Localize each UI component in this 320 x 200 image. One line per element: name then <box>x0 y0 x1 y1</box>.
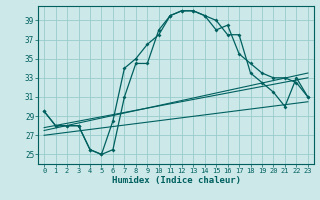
X-axis label: Humidex (Indice chaleur): Humidex (Indice chaleur) <box>111 176 241 185</box>
